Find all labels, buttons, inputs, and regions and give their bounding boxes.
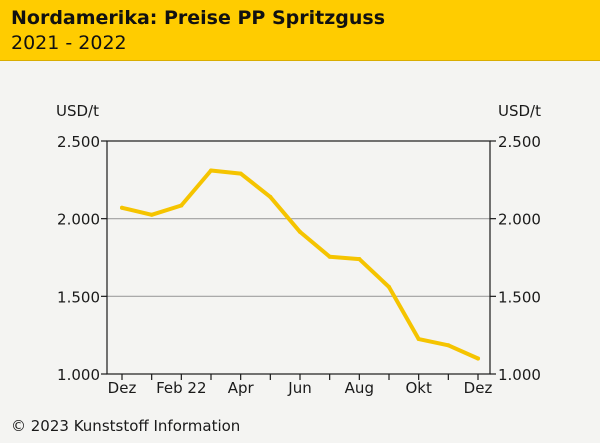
x-tick-label-0: Dez — [108, 379, 137, 397]
y-axis-label-left: USD/t — [56, 102, 99, 120]
y-tick-label-right-1500: 1.500 — [498, 288, 541, 306]
chart-title: Nordamerika: Preise PP Spritzguss — [11, 7, 386, 29]
copyright-note: © 2023 Kunststoff Information — [11, 417, 241, 435]
data-point-jun-22 — [298, 229, 302, 234]
axis-ticks — [101, 140, 496, 380]
data-point-apr-22 — [238, 171, 243, 176]
x-tick-label-8: Aug — [345, 379, 374, 397]
data-point-nov-22 — [446, 343, 451, 348]
data-point-jan-22 — [149, 212, 154, 217]
chart-subtitle: 2021 - 2022 — [11, 32, 127, 54]
header-bar: Nordamerika: Preise PP Spritzguss 2021 -… — [0, 0, 600, 61]
x-tick-label-6: Jun — [287, 379, 311, 397]
y-tick-label-left-2500: 2.500 — [57, 133, 100, 151]
data-point-okt-22 — [416, 337, 421, 342]
data-point-feb-22 — [179, 203, 184, 208]
x-tick-label-4: Apr — [228, 379, 255, 397]
y-tick-label-right-2500: 2.500 — [498, 133, 541, 151]
x-tick-label-10: Okt — [405, 379, 431, 397]
data-point-mai-22 — [268, 194, 273, 199]
y-tick-label-left-1500: 1.500 — [57, 288, 100, 306]
data-point-sep-22 — [387, 285, 391, 290]
x-tick-label-2: Feb 22 — [156, 379, 206, 397]
x-tick-labels: Dez Feb 22 Apr Jun Aug Okt Dez — [108, 379, 493, 397]
data-point-dez-21 — [120, 205, 124, 210]
y-axis-label-right: USD/t — [498, 102, 541, 120]
y-tick-label-left-2000: 2.000 — [57, 211, 100, 229]
data-point-mär-22 — [209, 168, 213, 173]
y-tick-labels-right: 2.500 2.000 1.500 1.000 — [498, 133, 541, 384]
gridlines — [107, 218, 490, 297]
data-point-jul-22 — [327, 254, 332, 259]
data-point-aug-22 — [357, 257, 362, 262]
data-points — [120, 168, 480, 361]
x-tick-label-12: Dez — [464, 379, 493, 397]
plot-frame — [106, 140, 491, 375]
y-tick-labels-left: 2.500 2.000 1.500 1.000 — [57, 133, 100, 384]
y-tick-label-right-2000: 2.000 — [498, 211, 541, 229]
data-point-dez-22 — [476, 356, 480, 361]
series-line-pp-spritzguss — [120, 168, 480, 361]
y-tick-label-left-1000: 1.000 — [57, 366, 100, 384]
y-tick-label-right-1000: 1.000 — [498, 366, 541, 384]
